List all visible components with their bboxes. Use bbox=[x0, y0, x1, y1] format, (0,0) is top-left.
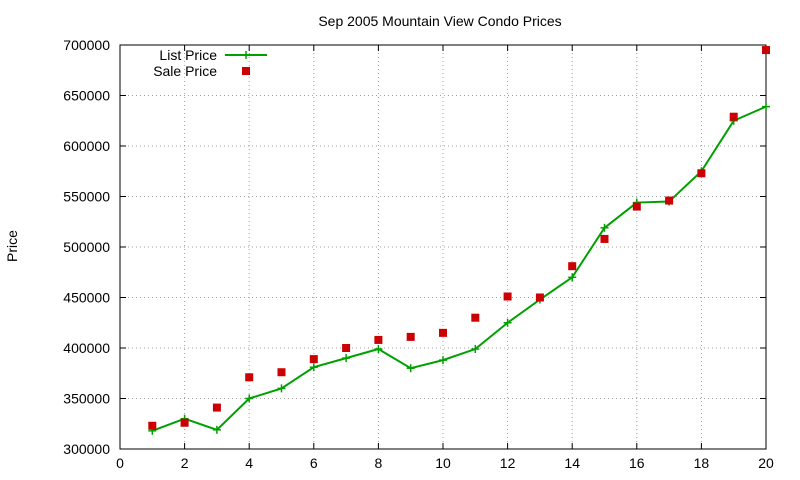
y-tick-label: 500000 bbox=[63, 239, 110, 255]
data-point bbox=[277, 368, 286, 377]
x-tick-label: 18 bbox=[694, 455, 710, 471]
data-point bbox=[277, 384, 286, 393]
x-tick-label: 6 bbox=[310, 455, 318, 471]
grid bbox=[120, 45, 766, 449]
data-point bbox=[503, 318, 512, 327]
data-point bbox=[342, 354, 351, 363]
y-tick-label: 600000 bbox=[63, 138, 110, 154]
data-point bbox=[471, 345, 480, 354]
data-point bbox=[535, 293, 544, 302]
y-tick-label: 400000 bbox=[63, 340, 110, 356]
series-1 bbox=[148, 46, 770, 430]
data-point bbox=[148, 421, 157, 430]
x-tick-label: 4 bbox=[245, 455, 253, 471]
legend-label: Sale Price bbox=[153, 63, 217, 79]
x-tick-label: 16 bbox=[629, 455, 645, 471]
data-point bbox=[245, 394, 254, 403]
x-tick-label: 14 bbox=[564, 455, 580, 471]
data-point bbox=[439, 328, 447, 337]
legend-marker bbox=[242, 67, 250, 75]
data-point bbox=[212, 403, 221, 412]
data-point bbox=[762, 46, 770, 55]
data-point bbox=[632, 202, 641, 211]
data-point bbox=[600, 234, 609, 243]
data-point bbox=[374, 345, 383, 354]
data-point bbox=[762, 102, 770, 111]
data-point bbox=[309, 355, 318, 364]
y-tick-label: 450000 bbox=[63, 290, 110, 306]
axes: 0 2 4 6 8 10 12 14 16 18 20 300000 350000 400000 45000… bbox=[63, 37, 774, 471]
x-tick-label: 10 bbox=[435, 455, 451, 471]
y-axis-label: Price bbox=[4, 230, 20, 262]
chart-title: Sep 2005 Mountain View Condo Prices bbox=[318, 13, 561, 29]
x-tick-label: 0 bbox=[116, 455, 124, 471]
x-tick-label: 12 bbox=[500, 455, 516, 471]
x-tick-label: 2 bbox=[181, 455, 189, 471]
data-point bbox=[439, 356, 447, 365]
data-point bbox=[212, 425, 221, 434]
y-tick-label: 300000 bbox=[63, 441, 110, 457]
data-point bbox=[697, 169, 706, 178]
y-tick-label: 550000 bbox=[63, 189, 110, 205]
data-point bbox=[342, 344, 351, 352]
data-point bbox=[309, 363, 318, 372]
data-point bbox=[729, 112, 738, 121]
data-point bbox=[568, 273, 577, 282]
y-tick-label: 350000 bbox=[63, 391, 110, 407]
series-line bbox=[151, 105, 767, 432]
data-point bbox=[406, 332, 415, 341]
series-0 bbox=[148, 102, 770, 435]
legend-marker bbox=[242, 51, 250, 59]
plot-series bbox=[148, 46, 770, 435]
y-tick-label: 700000 bbox=[63, 37, 110, 53]
y-tick-label: 650000 bbox=[63, 88, 110, 104]
data-point bbox=[406, 364, 415, 373]
data-point bbox=[503, 292, 512, 301]
x-tick-label: 8 bbox=[375, 455, 383, 471]
data-point bbox=[665, 196, 674, 205]
x-tick-label: 20 bbox=[758, 455, 774, 471]
data-point bbox=[245, 373, 254, 382]
legend-label: List Price bbox=[159, 47, 217, 63]
data-point bbox=[600, 223, 609, 232]
data-point bbox=[471, 313, 480, 322]
data-point bbox=[568, 262, 577, 271]
data-point bbox=[180, 418, 189, 427]
data-point bbox=[374, 335, 383, 344]
